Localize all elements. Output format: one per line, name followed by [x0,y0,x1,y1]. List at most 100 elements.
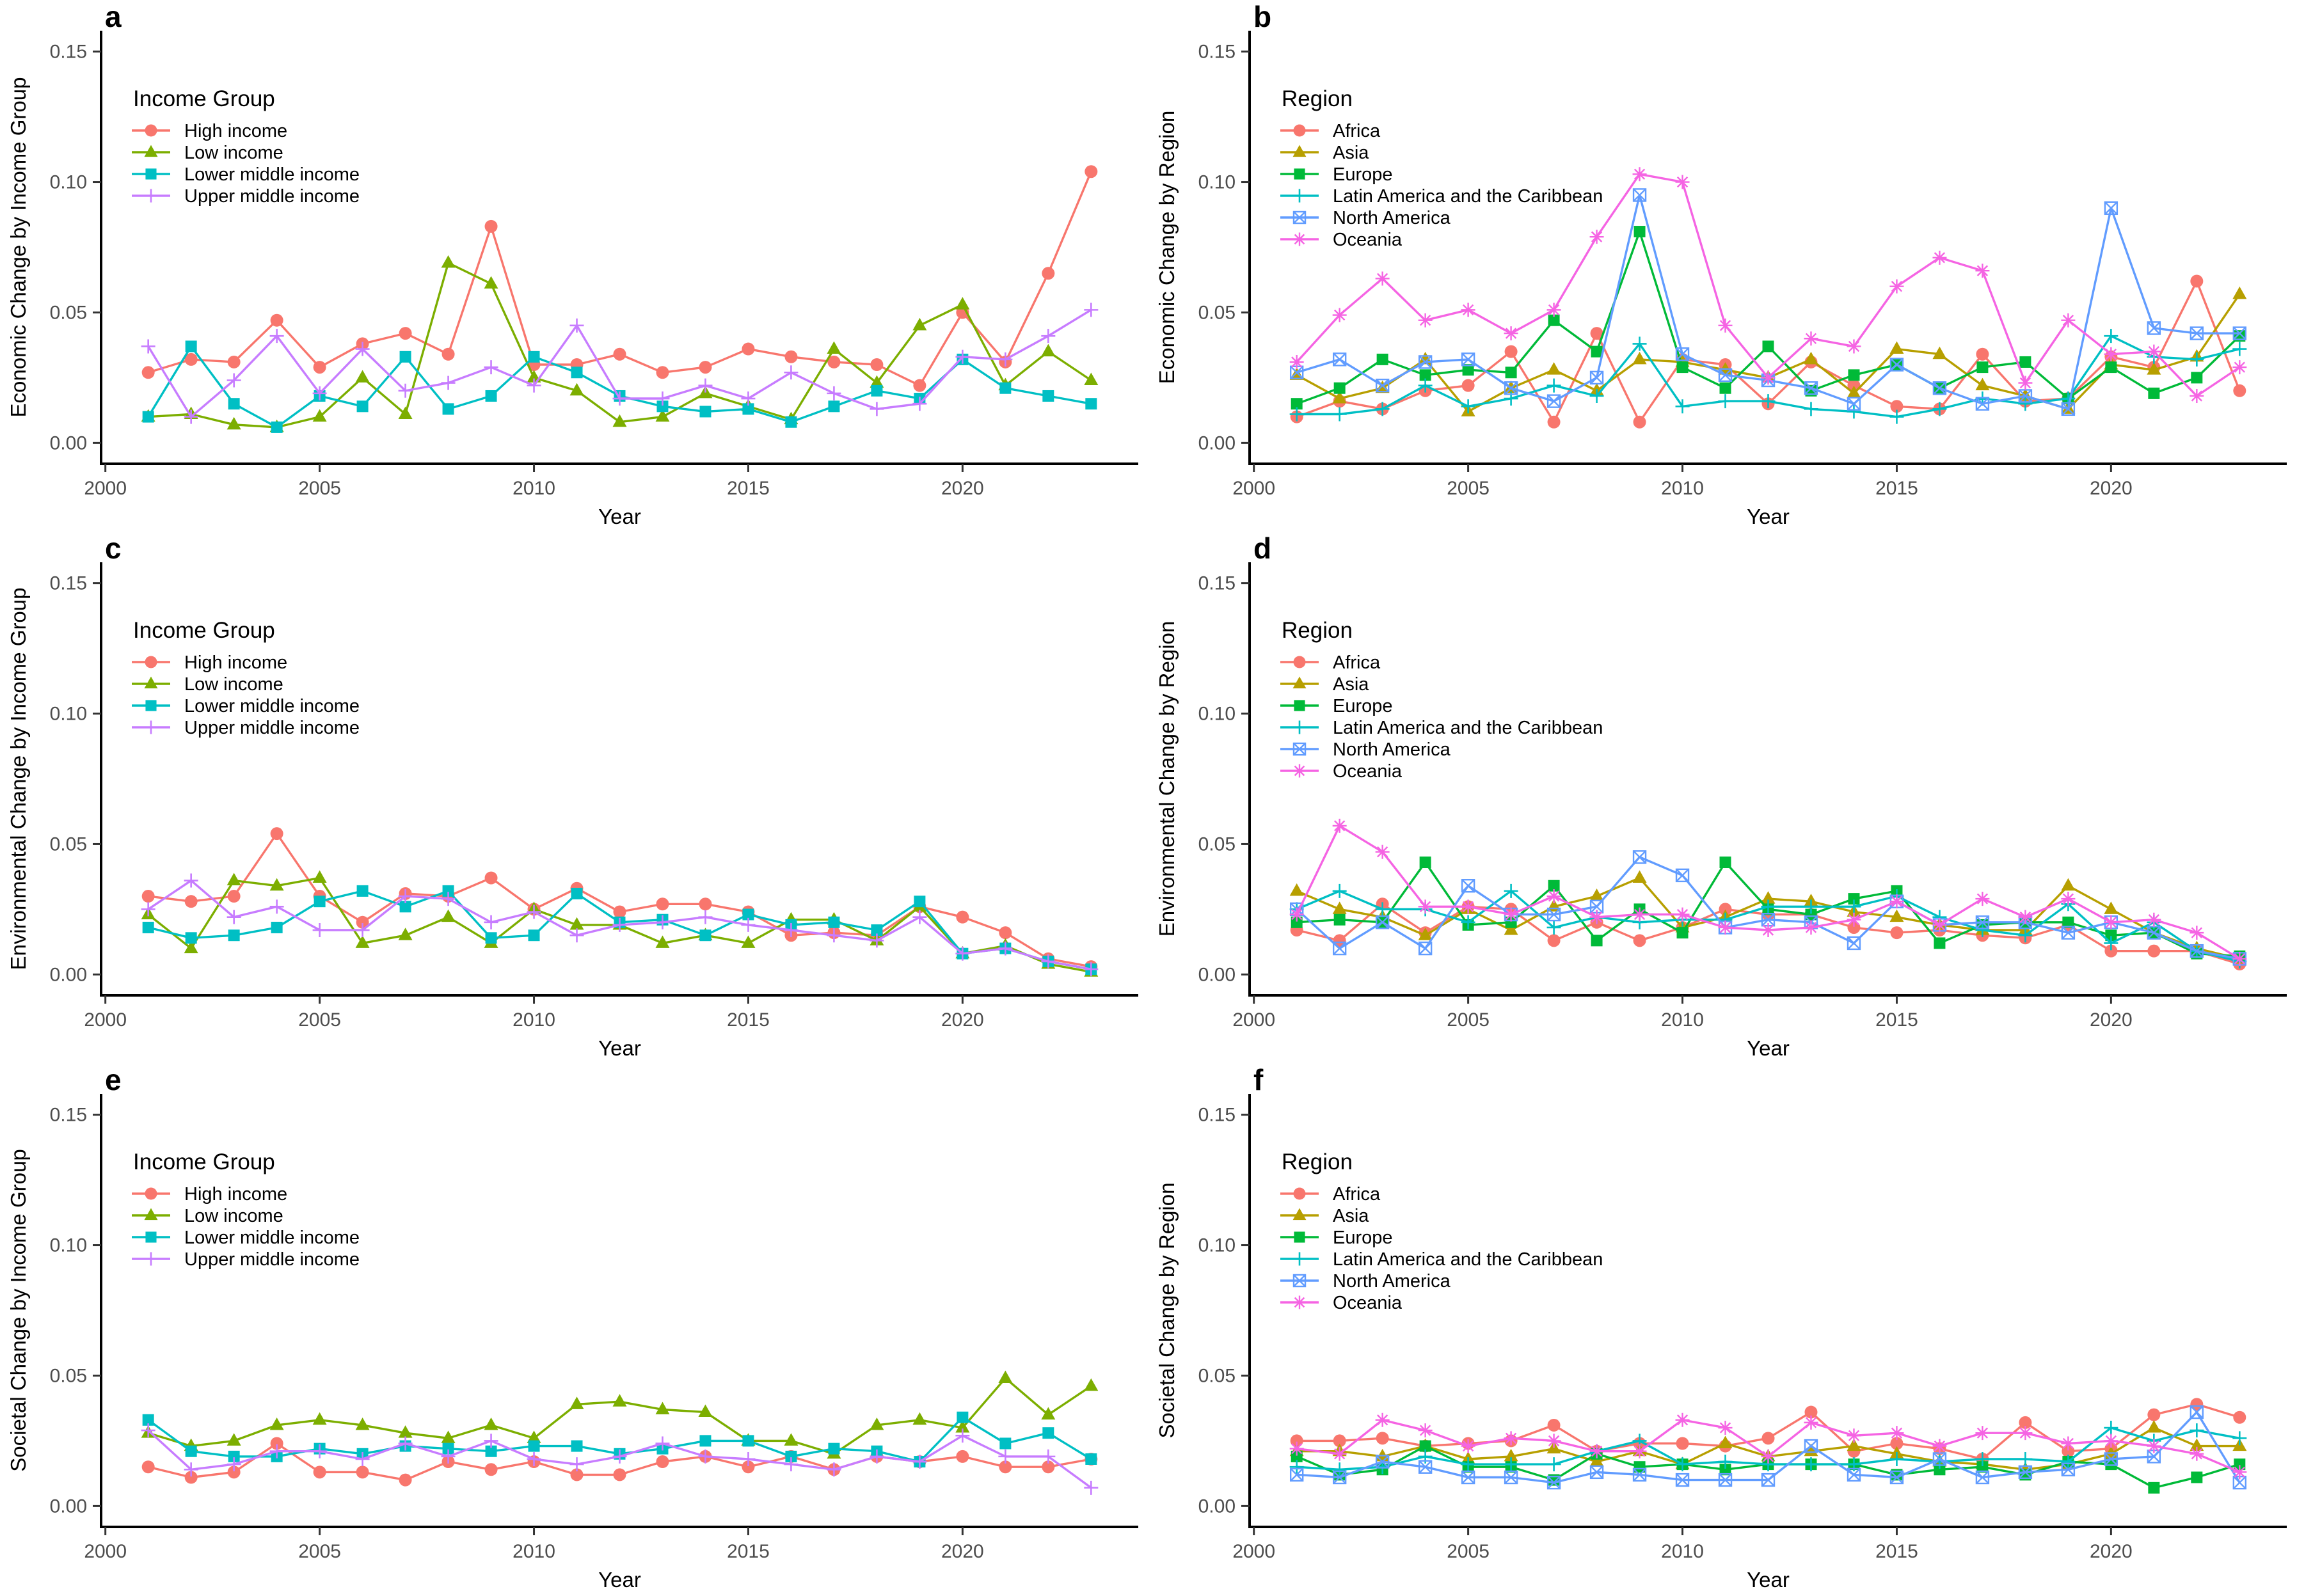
square-marker-icon [485,1445,497,1457]
plus-marker-icon [955,1428,970,1443]
triangle-marker-icon [1932,346,1947,359]
asterisk-marker-icon [1418,313,1433,328]
square-marker-icon [742,908,754,920]
legend-item-label: Europe [1333,164,1393,185]
square-marker-icon [785,416,797,428]
circle-marker-icon [184,1471,198,1484]
circle-marker-icon [613,905,626,919]
plus-marker-icon [441,375,456,390]
panel-b-economic-by-region: b 0.00 0.05 0.10 0.15 2000 2005 2010 2015 2020 Yea… [1148,0,2297,532]
square-marker-icon [2105,361,2117,374]
square-marker-icon [1591,935,1603,947]
triangle-marker-icon [484,276,498,289]
square-cross-marker-icon [1675,1473,1690,1487]
legend-item-label: Africa [1333,1184,1381,1205]
plus-marker-icon [269,1444,284,1458]
plus-marker-icon [2232,1431,2247,1446]
triangle-marker-icon [312,870,327,883]
legend-item-label: Europe [1333,696,1393,716]
triangle-marker-icon [827,341,841,354]
circle-marker-icon [184,352,198,366]
legend-item-lower-middle-income: Lower middle income [132,696,360,716]
x-tick-label: 2015 [1875,1009,1918,1031]
square-cross-marker-icon [1761,1473,1776,1487]
asterisk-marker-icon [1292,1295,1307,1309]
plus-marker-icon [1504,883,1518,898]
legend-item-high-income: High income [132,652,287,673]
y-axis-title: Societal Change by Region [1155,1183,1179,1439]
square-cross-marker-icon [1675,347,1690,361]
circle-marker-icon [484,219,498,233]
plus-marker-icon [1932,402,1947,416]
square-marker-icon [1294,700,1305,711]
legend-title: Income Group [133,1150,275,1174]
triangle-marker-icon [484,1417,498,1430]
circle-marker-icon [1547,934,1561,947]
plus-marker-icon [144,720,158,734]
square-marker-icon [1848,893,1860,905]
square-marker-icon [1291,1450,1303,1462]
asterisk-marker-icon [2232,1465,2247,1480]
axes: 0.00 0.05 0.10 0.15 2000 2005 2010 2015 2020 [50,1094,1138,1562]
y-tick-label: 0.00 [50,432,87,454]
plus-marker-icon [312,386,327,400]
series-north-america [1289,1405,2247,1490]
legend-item-label: Asia [1333,143,1369,163]
asterisk-marker-icon [1375,844,1390,859]
plus-marker-icon [741,391,756,406]
circle-marker-icon [999,926,1012,940]
triangle-marker-icon [612,414,627,427]
circle-marker-icon [827,355,841,368]
x-tick-label: 2020 [2090,1009,2133,1031]
panel-letter: b [1253,0,1271,33]
triangle-marker-icon [227,416,241,430]
plus-marker-icon [1289,1460,1304,1474]
square-marker-icon [2062,916,2074,928]
square-marker-icon [999,1437,1012,1450]
square-marker-icon [1548,314,1560,326]
circle-marker-icon [145,1187,157,1200]
square-marker-icon [528,1440,540,1452]
plus-marker-icon [912,910,927,924]
plus-marker-icon [144,189,158,203]
triangle-marker-icon [184,940,198,954]
legend-item-label: Low income [184,1206,283,1226]
x-tick-label: 2000 [1232,1541,1275,1562]
plus-marker-icon [1761,394,1776,409]
panel-e-societal-by-income: e 0.00 0.05 0.10 0.15 2000 2005 2010 2015 2020 Yea… [0,1063,1148,1595]
triangle-marker-icon [1084,372,1099,385]
asterisk-marker-icon [1804,1415,1818,1430]
x-tick-label: 2010 [1661,478,1704,499]
circle-marker-icon [1547,1418,1561,1432]
asterisk-marker-icon [2104,1434,2118,1448]
asterisk-marker-icon [2147,1439,2161,1453]
asterisk-marker-icon [1546,303,1561,317]
triangle-marker-icon [227,1433,241,1446]
square-marker-icon [1976,1461,1989,1473]
plus-marker-icon [1761,899,1776,914]
triangle-marker-icon [312,1412,327,1425]
axes: 0.00 0.05 0.10 0.15 2000 2005 2010 2015 2020 [1198,31,2287,499]
y-tick-label: 0.05 [1198,1365,1236,1386]
x-tick-label: 2020 [941,1009,984,1031]
series-upper-middle-income [141,1423,1099,1495]
asterisk-marker-icon [1461,899,1475,914]
y-tick-label: 0.15 [1198,573,1236,594]
legend-item-label: North America [1333,1271,1451,1292]
square-marker-icon [1934,937,1946,949]
plus-marker-icon [1289,407,1304,422]
plus-marker-icon [1718,394,1733,409]
circle-marker-icon [1676,1437,1689,1450]
plus-marker-icon [1041,329,1056,344]
square-marker-icon [442,403,454,415]
square-marker-icon [142,1414,154,1426]
plus-marker-icon [227,373,241,388]
plus-marker-icon [612,391,627,406]
square-marker-icon [1505,916,1517,928]
legend-title: Region [1282,86,1353,111]
circle-marker-icon [656,366,669,379]
y-tick-label: 0.05 [1198,834,1236,855]
plus-marker-icon [441,1449,456,1464]
y-tick-label: 0.10 [1198,1235,1236,1256]
